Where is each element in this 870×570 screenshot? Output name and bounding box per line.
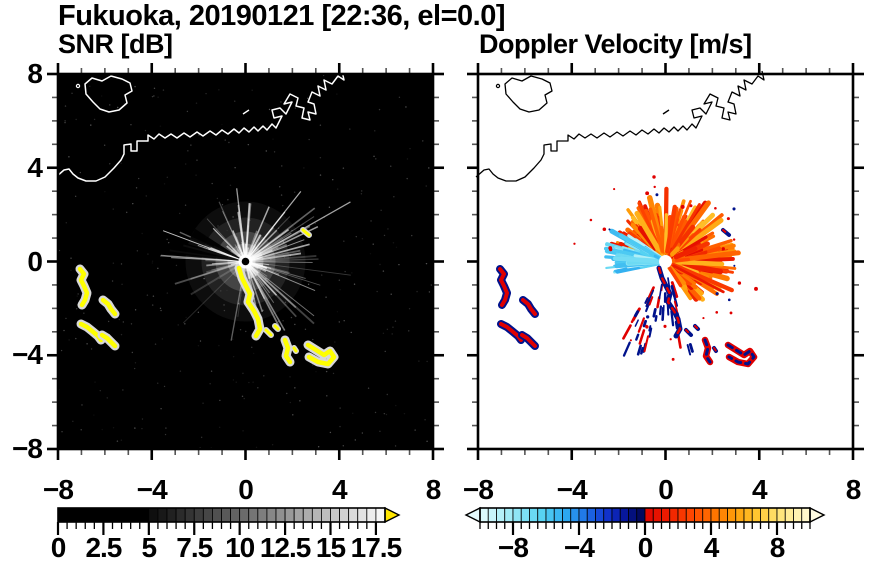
snr-colorbar bbox=[56, 506, 401, 535]
x-tick-label: 8 bbox=[845, 474, 862, 505]
velocity-panel-title: Doppler Velocity [m/s] bbox=[479, 29, 752, 59]
snr-map bbox=[47, 63, 444, 460]
x-tick-label: 4 bbox=[751, 474, 768, 505]
snr-colorbar-label: 17.5 bbox=[350, 532, 402, 563]
x-tick-label: −4 bbox=[136, 474, 168, 505]
velocity-colorbar bbox=[464, 506, 826, 535]
velocity-colorbar-label: 4 bbox=[703, 532, 720, 563]
y-tick-label: −4 bbox=[12, 339, 43, 371]
y-tick-label: −8 bbox=[12, 433, 43, 464]
x-tick-label: −4 bbox=[556, 474, 588, 505]
x-tick-label: 0 bbox=[238, 474, 254, 505]
snr-colorbar-label: 2.5 bbox=[85, 532, 122, 563]
velocity-colorbar-label: 8 bbox=[769, 532, 786, 563]
snr-panel-title: SNR [dB] bbox=[58, 29, 173, 59]
x-tick-label: 8 bbox=[425, 474, 442, 505]
y-tick-label: 4 bbox=[27, 151, 43, 183]
figure-title: Fukuoka, 20190121 [22:36, el=0.0] bbox=[58, 0, 505, 32]
velocity-colorbar-label: 0 bbox=[637, 532, 654, 563]
velocity-colorbar-label: −4 bbox=[564, 532, 595, 563]
velocity-map bbox=[467, 63, 864, 460]
x-tick-label: −8 bbox=[463, 474, 494, 505]
snr-colorbar-label: 12.5 bbox=[259, 532, 311, 563]
velocity-colorbar-label: −8 bbox=[498, 532, 529, 563]
snr-colorbar-label: 10 bbox=[225, 532, 255, 563]
snr-colorbar-label: 0 bbox=[50, 532, 67, 563]
snr-colorbar-label: 5 bbox=[141, 532, 158, 563]
y-tick-label: 0 bbox=[27, 245, 43, 277]
x-tick-label: −8 bbox=[43, 474, 74, 505]
snr-colorbar-label: 15 bbox=[315, 532, 346, 563]
snr-colorbar-label: 7.5 bbox=[176, 532, 213, 563]
x-tick-label: 0 bbox=[658, 474, 674, 505]
x-tick-label: 4 bbox=[331, 474, 348, 505]
y-tick-label: 8 bbox=[27, 58, 43, 89]
